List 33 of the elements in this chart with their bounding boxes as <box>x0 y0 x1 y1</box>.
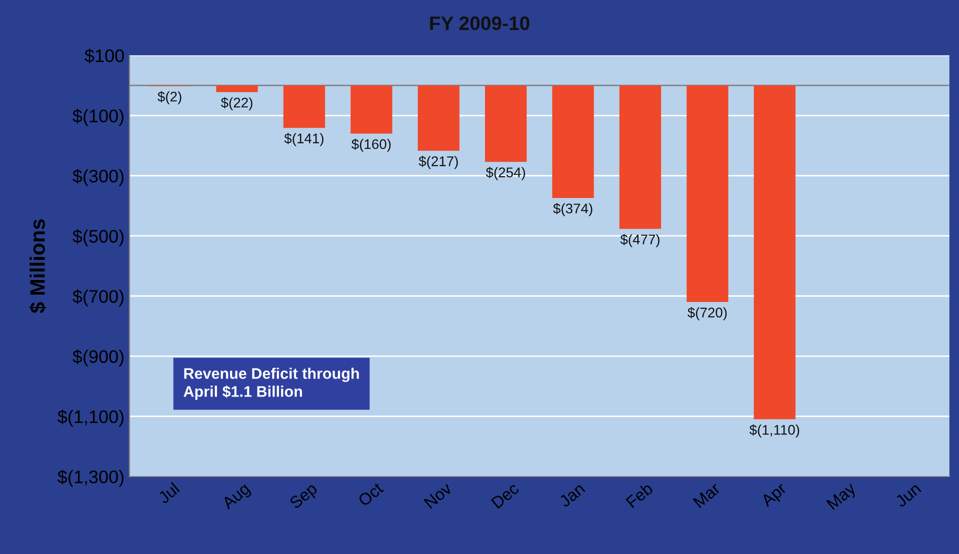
x-tick-label: Aug <box>221 482 253 512</box>
x-tick-label: Oct <box>357 482 384 507</box>
data-label: $(1,110) <box>749 424 800 438</box>
data-label: $(720) <box>688 307 727 320</box>
data-label: $(2) <box>158 91 182 104</box>
x-tick-label: Jun <box>894 482 922 508</box>
x-tick-label: Mar <box>692 482 722 508</box>
y-tick-label: $(1,300) <box>58 470 124 487</box>
x-tick-label: Sep <box>288 482 320 512</box>
data-label: $(254) <box>486 166 526 180</box>
data-label: $(374) <box>553 203 592 216</box>
x-tick-label: Feb <box>625 482 654 508</box>
y-tick-label: $(700) <box>72 289 124 306</box>
chart-title: FY 2009-10 <box>430 16 530 30</box>
x-tick-label: Nov <box>424 482 453 509</box>
data-label: $(160) <box>351 138 391 152</box>
x-tick-label: May <box>826 482 859 513</box>
y-tick-label: $100 <box>84 48 124 64</box>
data-label: $(141) <box>284 132 324 146</box>
x-tick-label: Apr <box>760 482 790 510</box>
y-axis-title: $ Millions <box>29 219 46 314</box>
x-tick-label: Jan <box>558 482 586 508</box>
annotation: Revenue Deficit through April $1.1 Billion <box>184 368 359 400</box>
y-tick-label: $(1,100) <box>58 410 124 427</box>
x-tick-label: Jul <box>156 482 180 504</box>
data-label: $(22) <box>220 97 252 110</box>
y-tick-label: $(900) <box>72 349 124 367</box>
y-tick-label: $(100) <box>72 108 124 126</box>
data-label: $(217) <box>418 156 458 169</box>
y-tick-label: $(500) <box>72 229 124 246</box>
x-tick-label: Dec <box>490 482 520 509</box>
y-tick-label: $(300) <box>72 169 124 186</box>
data-label: $(477) <box>620 234 660 248</box>
